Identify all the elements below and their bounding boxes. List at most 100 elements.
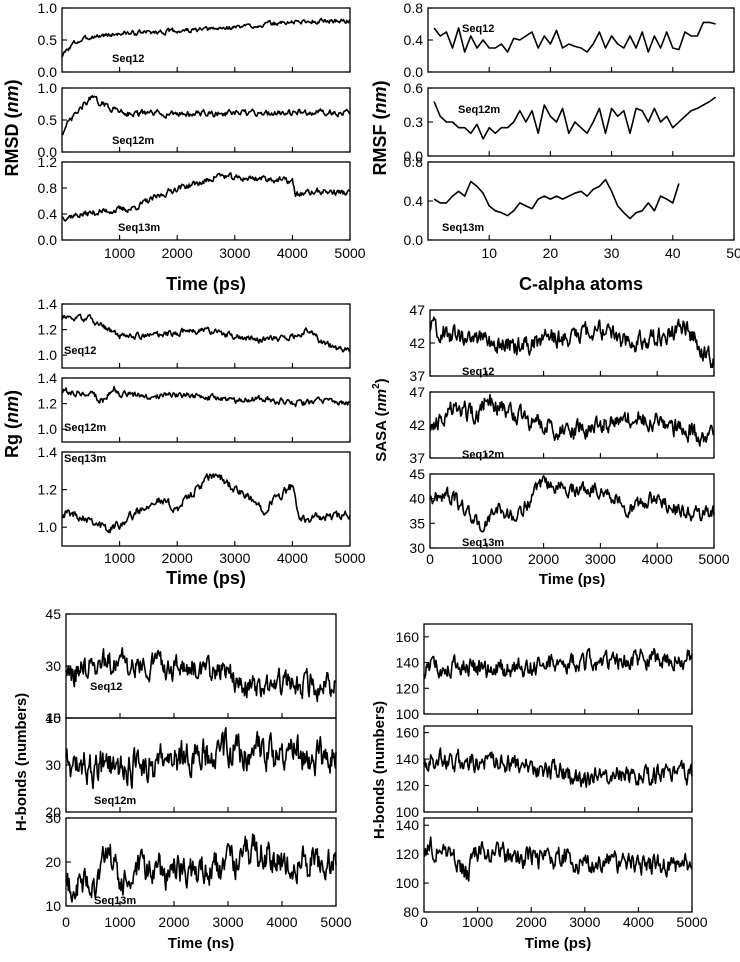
panel-frame xyxy=(61,377,351,443)
y-tick-label: 0.3 xyxy=(404,114,424,130)
panel-rmsf-3: 0.0 0.4 0.8 Seq13m xyxy=(404,154,735,248)
panel-sasa-2: 37 42 47 Seq12m xyxy=(409,384,715,466)
y-tick-label: 160 xyxy=(396,725,420,741)
x-tick-label: 10 xyxy=(481,245,497,261)
y-axis-title-paren: ( xyxy=(2,423,22,434)
x-tick-label: 4000 xyxy=(623,914,654,930)
x-tick-label: 2000 xyxy=(162,550,193,566)
y-tick-label: 42 xyxy=(409,417,425,433)
x-axis-title: Time (ps) xyxy=(166,568,246,588)
x-tick-label: 5000 xyxy=(320,914,351,930)
panel-hbonds-left-3: 10 20 30 Seq13m xyxy=(45,810,337,914)
y-tick-label: 30 xyxy=(45,810,61,826)
series-label: Seq12m xyxy=(94,795,136,807)
panel-rg-1: 1.0 1.2 1.4 Seq12 xyxy=(38,296,351,369)
y-axis-title-main: RMSF xyxy=(370,125,390,176)
series-label: Seq13m xyxy=(118,222,160,234)
y-tick-label: 100 xyxy=(396,706,420,722)
x-axis-title: C-alpha atoms xyxy=(519,274,643,294)
series-line-seq13m xyxy=(61,172,351,222)
y-tick-label: 1.0 xyxy=(38,0,58,16)
y-axis-title-main: H-bonds (numbers) xyxy=(371,701,388,839)
x-tick-label: 0 xyxy=(420,914,428,930)
x-axis-title: Time (ps) xyxy=(539,571,605,588)
y-tick-label: 120 xyxy=(396,778,420,794)
chart-hbonds-right: 100 120 140 160 100 120 140 160 80 100 120 140 0 1000… xyxy=(371,623,708,952)
y-tick-label: 0.0 xyxy=(38,232,58,248)
y-tick-label: 100 xyxy=(396,804,420,820)
y-tick-label: 40 xyxy=(409,491,425,507)
panel-frame xyxy=(427,87,735,157)
series-label: Seq13m xyxy=(462,537,504,549)
x-tick-label: 4000 xyxy=(277,550,308,566)
panel-hbonds-left-1: 15 30 45 Seq12 xyxy=(45,606,337,726)
panel-frame xyxy=(61,303,351,369)
y-tick-label: 40 xyxy=(45,710,61,726)
x-tick-label: 2000 xyxy=(158,914,189,930)
y-axis-title-paren: ) xyxy=(2,80,22,86)
x-tick-label: 2000 xyxy=(528,551,559,567)
x-tick-label: 4000 xyxy=(642,551,673,567)
series-line-seq13m xyxy=(65,833,337,903)
y-tick-label: 0.4 xyxy=(38,206,58,222)
y-tick-label: 0.4 xyxy=(404,193,424,209)
series-line-seq12 xyxy=(65,647,337,703)
y-tick-label: 0.0 xyxy=(38,144,58,160)
y-axis-title-main: H-bonds (numbers) xyxy=(13,693,30,831)
y-tick-label: 1.2 xyxy=(38,482,58,498)
panel-sasa-3: 30 35 40 45 Seq13m xyxy=(409,466,715,556)
panel-frame xyxy=(423,725,693,813)
y-tick-label: 1.2 xyxy=(38,396,58,412)
y-tick-label: 1.2 xyxy=(38,154,58,170)
chart-sasa: 37 42 47 Seq12 37 42 47 Seq12m 30 35 40 45 Seq13m 0 10… xyxy=(371,302,730,588)
panel-rmsf-1: 0.0 0.4 0.8 Seq12 xyxy=(404,0,735,80)
x-tick-label: 1000 xyxy=(104,914,135,930)
y-tick-label: 0.0 xyxy=(38,64,58,80)
chart-rmsd: 0.0 0.5 1.0 Seq12 0.0 0.5 1.0 Seq12m 0.0 0.4 0.8 1.… xyxy=(2,0,366,294)
panel-rmsd-2: 0.0 0.5 1.0 Seq12m xyxy=(38,80,351,160)
y-tick-label: 0.0 xyxy=(404,148,424,164)
x-axis-title: Time (ps) xyxy=(525,935,591,952)
y-tick-label: 47 xyxy=(409,302,425,318)
y-axis-title-paren: ) xyxy=(373,378,390,383)
y-axis-title-unit: nm xyxy=(370,87,390,114)
panel-frame xyxy=(61,7,351,73)
x-tick-label: 2000 xyxy=(516,914,547,930)
y-axis-title-unit-sup: 2 xyxy=(371,383,382,389)
chart-rmsf: 0.0 0.4 0.8 Seq12 0.0 0.3 0.6 Seq12m 0.0 0.4 0.8 Se… xyxy=(370,0,740,294)
panel-hbonds-right-3: 80 100 120 140 xyxy=(396,817,693,920)
y-tick-label: 1.0 xyxy=(38,519,58,535)
series-line-panel-2 xyxy=(423,747,693,788)
y-tick-label: 10 xyxy=(45,898,61,914)
series-line-seq13m xyxy=(429,475,715,533)
y-tick-label: 15 xyxy=(45,710,61,726)
series-label: Seq12 xyxy=(462,366,494,378)
panel-frame xyxy=(427,7,735,73)
series-label: Seq12 xyxy=(462,23,494,35)
x-axis-title: Time (ns) xyxy=(168,935,234,952)
y-tick-label: 140 xyxy=(396,751,420,767)
x-tick-label: 3000 xyxy=(219,550,250,566)
series-label: Seq12m xyxy=(112,135,154,147)
series-line-seq12 xyxy=(429,316,715,369)
x-tick-label: 50 xyxy=(726,245,740,261)
y-tick-label: 30 xyxy=(409,540,425,556)
y-tick-label: 45 xyxy=(45,606,61,622)
x-tick-label: 4000 xyxy=(277,245,308,261)
series-line-seq12 xyxy=(433,21,716,53)
x-tick-label: 1000 xyxy=(462,914,493,930)
y-axis-title: H-bonds (numbers) xyxy=(371,701,388,839)
x-tick-label: 2000 xyxy=(162,245,193,261)
y-tick-label: 0.5 xyxy=(38,32,58,48)
series-label: Seq12 xyxy=(64,345,96,357)
y-axis-title-paren: ) xyxy=(2,390,22,396)
series-label: Seq12m xyxy=(458,104,500,116)
x-tick-label: 3000 xyxy=(569,914,600,930)
series-line-panel-1 xyxy=(423,647,693,680)
y-tick-label: 0.0 xyxy=(404,232,424,248)
y-tick-label: 47 xyxy=(409,384,425,400)
y-axis-title-paren: ( xyxy=(370,113,390,124)
y-tick-label: 1.4 xyxy=(38,296,58,312)
y-tick-label: 45 xyxy=(409,466,425,482)
